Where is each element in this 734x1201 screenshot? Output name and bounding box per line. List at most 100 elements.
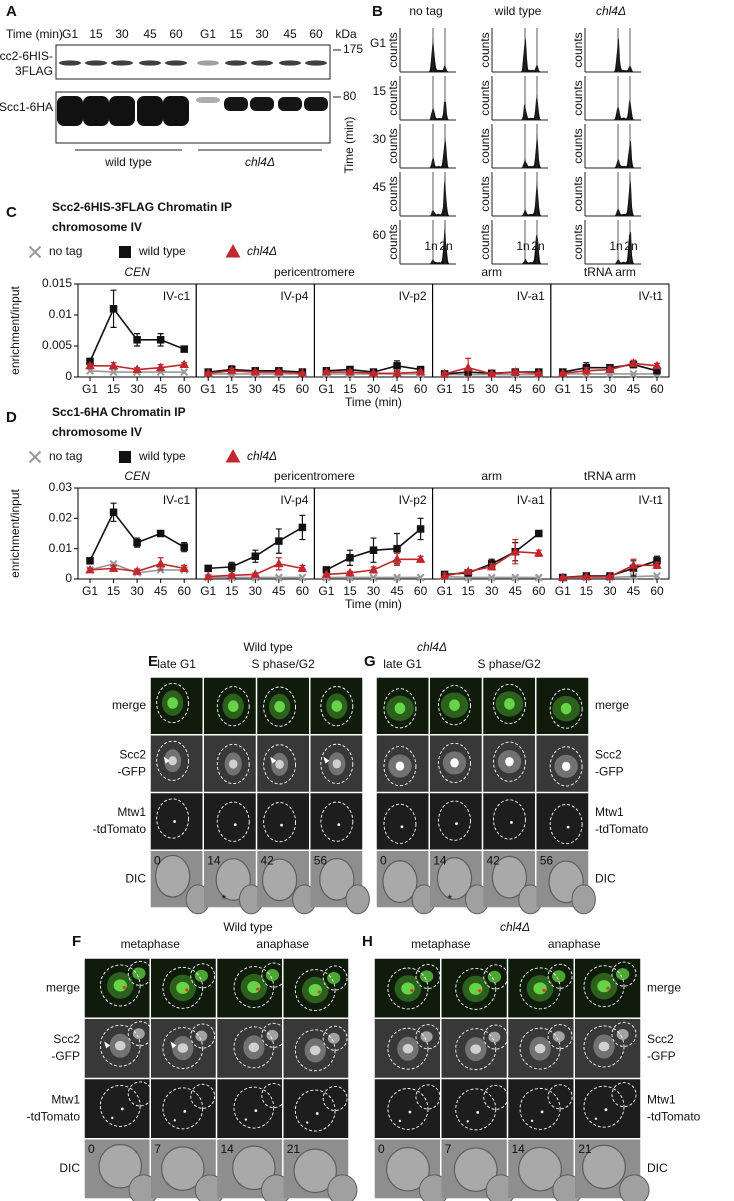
panel-title: chl4Δ [417,640,447,654]
star: * [448,892,453,906]
cell-outline [519,1027,561,1070]
series-line [89,510,185,562]
kinetochore [476,1110,480,1114]
band [163,96,189,126]
lane-label: G1 [200,27,216,41]
counts-label: counts [571,32,585,67]
cell-outline [156,740,190,781]
band [279,60,301,66]
cell-outline [415,963,441,989]
x-tick-label: 30 [485,584,499,598]
phase-label: anaphase [256,937,309,951]
fluorescence [248,1042,260,1053]
fluorescence [533,982,547,995]
data-point [369,546,378,554]
data-point [321,569,332,578]
cell-outline [415,1084,441,1110]
fluorescence [331,700,343,712]
cell-outline [162,1087,204,1130]
cell-outline [493,799,526,840]
x-tick-label: 45 [390,382,404,396]
counts-label: counts [478,32,492,67]
kinetochore [306,1121,309,1124]
x-tick-label: 30 [603,584,617,598]
fluorescence [176,981,190,994]
panel-label: F [72,933,81,950]
band [165,60,187,66]
cell [327,1174,358,1201]
cell [436,857,473,900]
y-tick-label: 0.02 [49,511,73,525]
time-stamp: 42 [487,853,501,867]
fluorescence [488,1031,501,1043]
data-point [392,368,402,377]
row-label: Scc2 [595,747,622,761]
legend-label: no tag [49,449,82,463]
lane-label: 30 [115,27,129,41]
kinetochore [183,1109,187,1113]
ploidy-label: 2n [439,239,452,253]
cell-outline [547,1024,573,1050]
legend-marker [28,245,42,259]
kinetochore [455,822,458,826]
fluorescence [402,1043,414,1054]
fluorescence [195,1030,208,1042]
cell [619,1174,650,1201]
counts-label: counts [571,80,585,115]
cell-outline [455,1028,497,1071]
x-tick-label: 15 [107,382,121,396]
kinetochore [540,1110,544,1114]
band [304,97,328,111]
cell-outline [294,969,336,1011]
fluorescence [449,699,460,711]
x-tick-label: 15 [461,584,475,598]
x-tick-label: G1 [555,382,571,396]
data-point [629,572,638,581]
micrograph [84,1079,150,1138]
data-point [439,570,450,580]
time-stamp: 56 [540,853,554,867]
fluorescence [487,970,502,983]
panel-name: IV-p2 [399,289,427,303]
time-stamp: 21 [287,1142,301,1156]
ploidy-label: 1n [516,239,529,253]
kinetochore [337,823,341,827]
row-label: Mtw1 [595,805,624,819]
band [109,96,135,126]
micrograph [310,793,363,850]
region-label: tRNA arm [584,469,636,483]
counts-label: counts [571,128,585,163]
cell-outline [519,967,561,1010]
micrograph [376,793,429,850]
cell-outline [322,1025,348,1051]
arrowhead [163,756,170,764]
cell [154,854,191,898]
cell [293,1148,338,1194]
cell-outline [387,967,429,1010]
counts-label: counts [386,176,400,211]
counts-label: counts [386,80,400,115]
fluorescence [266,1029,279,1041]
panel-name: IV-t1 [638,493,663,507]
data-point [132,364,142,373]
kinetochore [315,1112,319,1115]
kinetochore [173,820,177,823]
region-label: arm [481,265,502,279]
fluorescence [194,969,208,982]
cell-outline [483,1084,509,1110]
micrograph [217,1079,282,1138]
cell-outline [320,743,354,784]
data-point [393,544,401,553]
histogram [400,101,456,120]
cell [345,884,370,915]
region-label: pericentromere [274,265,355,279]
cell [518,1146,563,1192]
cell-outline [493,683,526,725]
data-point [345,366,355,376]
cell-outline [383,745,417,787]
cell-outline [233,1086,275,1129]
data-point [416,525,425,533]
time-label: Time (min) [6,27,63,41]
legend-marker [119,451,131,463]
